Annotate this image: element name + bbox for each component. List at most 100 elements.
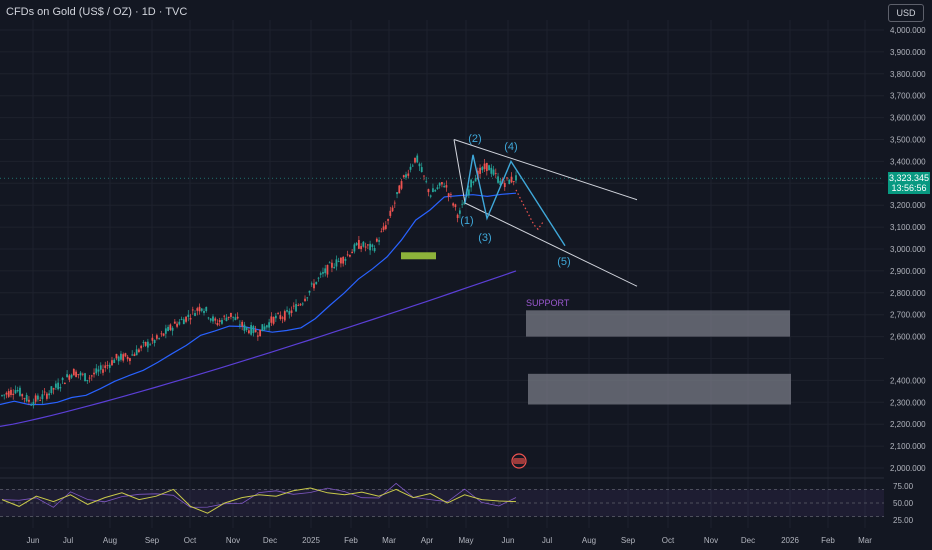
rsi-pane <box>0 477 884 517</box>
candle-body <box>452 203 455 206</box>
candle-body <box>194 313 196 316</box>
candle-body <box>173 321 176 324</box>
candle-body <box>180 319 183 320</box>
price-tick-label: 2,100.000 <box>890 442 926 451</box>
candle-body <box>198 306 201 312</box>
candle-body <box>12 393 15 395</box>
candle-body <box>456 214 459 219</box>
candle-body <box>241 321 244 327</box>
candle-body <box>1 395 3 396</box>
price-tick-label: 2,900.000 <box>890 267 926 276</box>
moving-averages <box>0 192 517 427</box>
time-tick-label: Jun <box>502 536 515 545</box>
candle-body <box>5 392 8 395</box>
candle-body <box>371 244 374 247</box>
candle-body <box>461 203 464 205</box>
candle-body <box>86 379 89 382</box>
projection-dots <box>515 189 545 231</box>
candle-body <box>185 316 187 322</box>
candle-body <box>23 398 26 399</box>
candle-body <box>317 277 320 279</box>
candle-body <box>164 328 167 334</box>
candle-body <box>333 267 336 269</box>
price-tick-label: 3,500.000 <box>890 136 926 145</box>
candle-body <box>355 243 358 246</box>
candle-body <box>171 327 174 331</box>
candle-body <box>409 166 412 170</box>
candle-body <box>326 264 329 275</box>
candle-body <box>290 310 293 314</box>
candle-body <box>411 165 414 167</box>
support-zone <box>526 310 790 337</box>
candle-body <box>432 188 434 193</box>
candle-body <box>187 314 190 318</box>
candle-body <box>252 326 255 334</box>
candle-body <box>467 189 470 196</box>
candle-body <box>7 391 10 397</box>
price-tick-label: 3,200.000 <box>890 201 926 210</box>
price-tick-label: 4,000.000 <box>890 26 926 35</box>
time-tick-label: Oct <box>662 536 675 545</box>
price-tick-label: 2,000.000 <box>890 464 926 473</box>
price-tick-label: 3,000.000 <box>890 245 926 254</box>
candle-body <box>54 383 57 388</box>
candle-body <box>414 157 416 163</box>
candle-body <box>106 365 109 366</box>
candle-body <box>66 374 68 378</box>
candle-body <box>506 177 508 179</box>
candle-body <box>167 326 169 331</box>
candle-body <box>160 333 163 335</box>
candle-body <box>375 238 378 242</box>
bar-countdown: 13:56:56 <box>891 183 927 193</box>
candle-body <box>72 368 75 376</box>
currency-button[interactable]: USD <box>888 4 924 22</box>
candle-body <box>427 189 430 193</box>
price-tick-label: 3,400.000 <box>890 157 926 166</box>
candle-body <box>247 330 250 334</box>
candle-body <box>131 354 134 356</box>
candle-body <box>10 389 12 395</box>
candle-body <box>144 341 147 346</box>
candle-body <box>380 231 383 233</box>
price-tick-label: 2,800.000 <box>890 289 926 298</box>
candle-body <box>288 311 291 315</box>
candle-body <box>443 186 446 188</box>
elliott-wave-path <box>464 154 566 247</box>
last-price: 3,323.345 <box>888 173 930 183</box>
candle-body <box>458 210 461 214</box>
candle-body <box>299 304 302 306</box>
candle-body <box>43 391 46 393</box>
candle-body <box>389 210 392 216</box>
wave-label: (3) <box>478 232 491 244</box>
candle-body <box>425 181 428 183</box>
time-tick-label: Mar <box>382 536 396 545</box>
candle-body <box>203 310 205 313</box>
price-tick-label: 2,400.000 <box>890 376 926 385</box>
candle-body <box>63 382 66 385</box>
candle-body <box>429 195 432 197</box>
candle-body <box>447 193 450 197</box>
time-tick-label: 2026 <box>781 536 799 545</box>
candle-body <box>239 324 241 326</box>
candle-body <box>158 338 161 339</box>
candle-body <box>416 155 419 163</box>
candle-body <box>75 371 77 377</box>
candle-body <box>39 400 42 402</box>
candle-body <box>304 298 306 302</box>
candle-body <box>113 359 116 363</box>
candle-body <box>70 374 73 378</box>
price-tick-label: 3,700.000 <box>890 92 926 101</box>
candle-body <box>301 303 304 305</box>
candle-body <box>494 172 497 174</box>
candle-body <box>221 319 223 324</box>
candle-body <box>25 394 28 402</box>
candle-body <box>393 202 396 204</box>
candle-body <box>274 315 277 319</box>
candle-body <box>102 369 104 373</box>
candle-body <box>503 183 506 188</box>
candle-body <box>265 325 268 328</box>
candle-body <box>77 374 80 375</box>
candle-body <box>28 399 30 402</box>
price-tick-label: 2,700.000 <box>890 311 926 320</box>
